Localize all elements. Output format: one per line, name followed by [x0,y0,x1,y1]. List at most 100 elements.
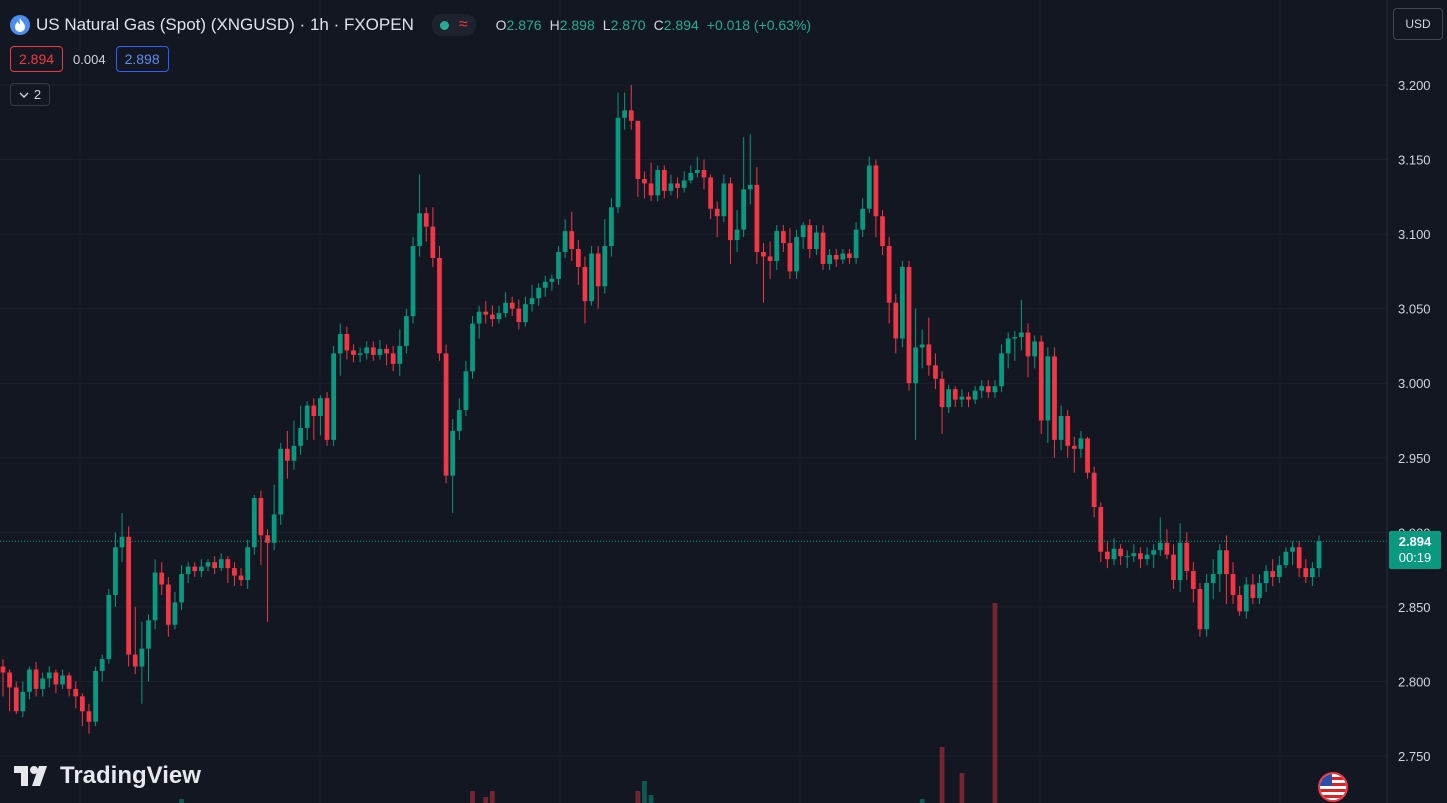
candle-body [602,246,608,287]
candle-body [139,648,145,667]
candle-body [238,575,244,581]
candle-body [1237,594,1243,612]
candle-body [179,574,184,603]
candle-body [840,253,846,260]
candle-body [476,311,482,324]
candle-body [79,696,85,712]
candle-body [820,232,826,264]
currency-selector[interactable]: USD [1393,8,1443,40]
candle-body [866,165,872,209]
candle-body [106,594,112,660]
candle-body [1164,542,1170,555]
candle-body [1091,472,1097,507]
candle-body [853,229,859,258]
volume-bar [919,799,925,803]
candle-body [423,213,429,227]
market-open-icon [439,20,449,30]
candle-body [489,314,495,320]
volume-bar [648,795,654,803]
candle-body [324,398,330,440]
candle-body [609,207,614,247]
candle-body [1065,416,1071,446]
candle-body [741,189,747,230]
candle-body [1210,574,1216,584]
candle-body [1012,336,1018,339]
y-tick-label: 2.750 [1398,749,1431,764]
candle-body [595,253,601,287]
candle-body [575,249,581,267]
candle-body [516,308,522,323]
candle-body [681,180,687,188]
last-price-tag: 2.894 00:19 [1389,531,1441,569]
candle-body [708,177,713,209]
candle-body [483,311,489,315]
candle-body [1138,553,1143,560]
candle-body [443,353,449,476]
candle-body [417,213,423,247]
candle-body [1217,550,1223,575]
candle-body [450,430,456,476]
candle-body [232,568,237,576]
candle-body [390,353,396,364]
candle-body [814,232,819,250]
candle-body [1045,356,1051,421]
candle-body [966,396,971,400]
y-tick-label: 3.050 [1398,302,1431,317]
candle-body [787,243,793,272]
candle-body [774,231,780,261]
volume-bar [992,603,998,803]
candle-body [278,448,284,515]
candle-body [146,620,151,649]
buy-button[interactable]: 2.898 [115,46,169,72]
candle-body [304,405,310,428]
candle-body [311,405,317,417]
indicators-count: 2 [33,87,42,102]
candle-body [542,281,548,288]
candle-body [463,371,469,411]
candle-body [972,390,978,400]
candle-body [1105,551,1110,560]
price-change: +0.018 (+0.63%) [706,17,812,33]
candle-body [893,302,899,339]
candle-body [1078,438,1084,449]
candle-body [800,225,806,238]
candle-body [284,448,290,461]
candle-body [754,184,760,253]
candle-body [86,711,92,722]
candle-body [265,535,270,543]
candle-body [377,348,383,355]
candle-body [985,386,991,393]
candle-body [225,559,231,569]
candle-body [959,396,965,400]
candle-body [1111,548,1117,560]
candle-body [364,347,370,354]
candle-body [668,183,674,191]
y-tick-label: 3.000 [1398,376,1431,391]
candle-body [1144,554,1150,560]
y-tick-label: 2.850 [1398,600,1431,615]
candle-body [119,536,125,548]
market-status[interactable]: ≈ [431,14,476,36]
us-flag-icon[interactable] [1318,772,1348,802]
indicators-toggle[interactable]: 2 [10,83,50,106]
candle-body [93,671,98,722]
volume-bar [959,773,965,803]
candle-body [635,120,641,179]
candle-body [1243,584,1249,612]
candle-body [569,231,575,250]
candle-body [1290,547,1295,552]
candle-body [430,226,436,258]
symbol-title[interactable]: US Natural Gas (Spot) (XNGUSD) · 1h · FX… [36,15,414,34]
volume-bar [179,799,184,803]
candle-body [397,345,403,364]
candle-body [655,169,661,196]
candle-body [714,208,720,217]
volume-bar [489,791,495,803]
candle-body [470,323,475,372]
candle-body [245,547,251,581]
tradingview-logo[interactable]: TradingView [14,762,201,790]
candle-body [46,672,52,679]
sell-button[interactable]: 2.894 [10,46,64,72]
bar-countdown: 00:19 [1398,550,1432,565]
